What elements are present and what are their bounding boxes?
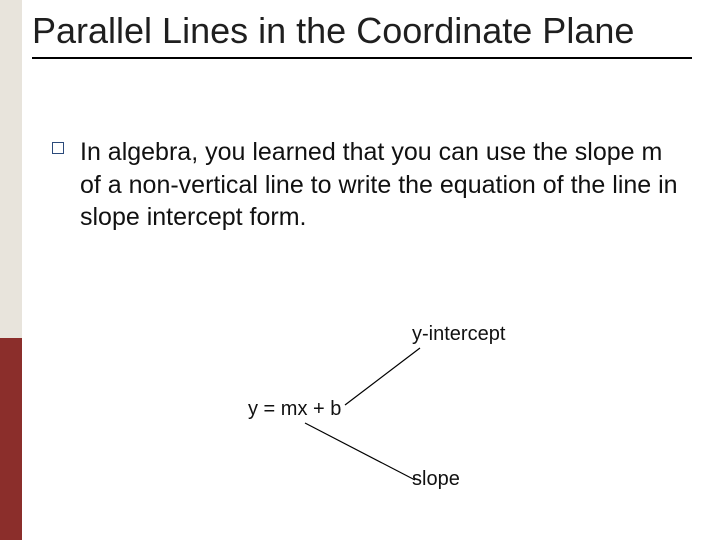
pointer-lines bbox=[0, 0, 720, 540]
line-to-m bbox=[305, 423, 415, 480]
bullet-text: In algebra, you learned that you can use… bbox=[80, 136, 682, 234]
slope-label: slope bbox=[412, 468, 460, 491]
slide-title: Parallel Lines in the Coordinate Plane bbox=[32, 10, 692, 51]
slide-title-block: Parallel Lines in the Coordinate Plane bbox=[32, 10, 692, 59]
sidebar-accent bbox=[0, 0, 22, 540]
equation-text: y = mx + b bbox=[248, 398, 341, 421]
yintercept-label: y-intercept bbox=[412, 323, 505, 346]
body-content: In algebra, you learned that you can use… bbox=[52, 136, 682, 234]
sidebar-accent-top bbox=[0, 0, 22, 338]
sidebar-accent-bottom bbox=[0, 338, 22, 540]
line-to-b bbox=[345, 348, 420, 405]
title-underline bbox=[32, 57, 692, 59]
